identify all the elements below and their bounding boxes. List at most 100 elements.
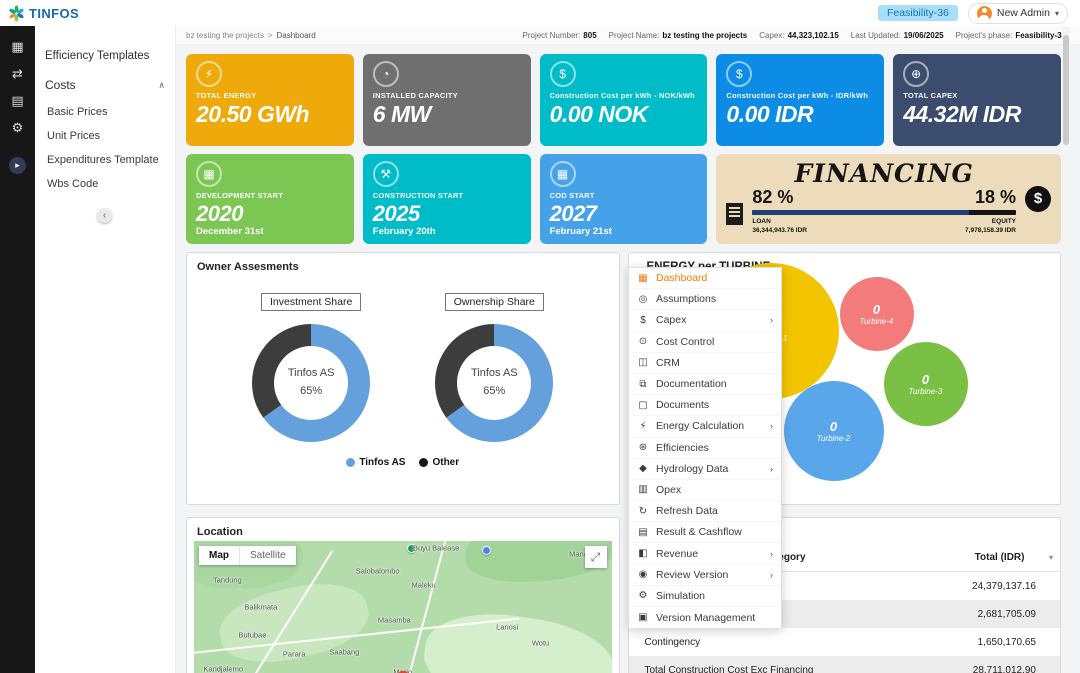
donut-group: Investment Share Tinfos AS 65% <box>252 293 371 442</box>
rail-dashboard-icon[interactable]: ▦ <box>11 39 24 54</box>
kpi-label: COD START <box>549 191 595 200</box>
loan-amount: LOAN 36,344,943.76 IDR <box>752 218 807 234</box>
map-terrain-patch <box>418 603 612 673</box>
kpi-subvalue: December 31st <box>196 226 264 238</box>
total-cell: 28,711,012.90 <box>972 664 1036 673</box>
menu-item[interactable]: ◫ CRM › <box>629 353 781 374</box>
map-place-label: Balikmata <box>244 602 278 612</box>
user-menu[interactable]: New Admin ▾ <box>967 2 1068 24</box>
loan-equity-bar <box>752 210 1016 215</box>
kpi-icon: ⊕ <box>903 61 930 87</box>
map-place-label: Masamba <box>377 615 411 625</box>
map-type-controls: Map Satellite <box>199 546 296 565</box>
rail-settings-icon[interactable]: ⚙ <box>11 120 24 135</box>
kpi-value: 0.00 NOK <box>549 101 649 127</box>
donut-chart: Tinfos AS 65% <box>252 324 371 442</box>
chevron-down-icon: ▾ <box>1054 8 1059 18</box>
rail-transactions-icon[interactable]: ⇄ <box>12 66 23 81</box>
menu-item[interactable]: ⚙ Simulation › <box>629 586 781 607</box>
menu-item[interactable]: ◉ Review Version › <box>629 565 781 586</box>
donut-center-label: Tinfos AS 65% <box>287 367 335 397</box>
brand-home-link[interactable]: TINFOS <box>8 4 80 22</box>
table-row: 24,379,137.16 <box>629 572 1061 601</box>
sidebar-subitem[interactable]: Basic Prices <box>47 106 108 118</box>
kpi-label: INSTALLED CAPACITY <box>372 91 458 100</box>
rail-documents-icon[interactable]: ▤ <box>11 93 24 108</box>
menu-item[interactable]: ⊛ Efficiencies › <box>629 438 781 459</box>
kpi-date-card: ▦ COD START 2027 February 21st <box>539 154 708 244</box>
user-name: New Admin <box>996 7 1050 19</box>
kpi-icon: $ <box>549 61 576 87</box>
dollar-coin-icon: $ <box>1025 185 1051 212</box>
column-menu-icon[interactable]: ▾ <box>1048 553 1053 562</box>
breadcrumb-project[interactable]: bz testing the projects <box>186 30 264 40</box>
project-info-item: Project Name: bz testing the projects <box>608 30 748 40</box>
kpi-icon: ◔ <box>372 61 399 87</box>
phase-badge: Feasibility-36 <box>878 5 958 21</box>
menu-item-icon: $ <box>640 314 646 326</box>
kpi-value: 20.50 GWh <box>196 101 310 127</box>
menu-item[interactable]: ⊙ Cost Control › <box>629 332 781 353</box>
user-avatar-icon <box>976 5 992 21</box>
panel-title: Location <box>197 526 243 538</box>
map-place-label: Lanosi <box>496 622 519 632</box>
map-place-label: Salobalombo <box>355 566 400 576</box>
icon-rail: ▦ ⇄ ▤ ⚙ ▸ <box>0 26 35 673</box>
collapse-sidebar-button[interactable]: ‹ <box>97 208 112 223</box>
cost-table: Category Total (IDR) ▾ <box>628 544 1061 673</box>
financing-card: FINANCING 82 % 18 % LOAN <box>716 154 1061 244</box>
donut-title: Investment Share <box>261 293 362 311</box>
owner-assessments-panel: Owner Assesments Investment Share Tinfos… <box>186 252 620 505</box>
turbine-bubble: 0 Turbine-2 <box>783 381 884 481</box>
sidebar-subitem[interactable]: Wbs Code <box>47 178 99 190</box>
menu-item[interactable]: ▤ Result & Cashflow › <box>629 522 781 544</box>
menu-item-icon: ⚡ <box>639 420 647 432</box>
menu-item[interactable]: ⧉ Documentation › <box>629 374 781 396</box>
project-info: Project Number: 805 Project Name: bz tes… <box>523 31 1067 40</box>
map[interactable]: Map Satellite ⤢ Buyu Balease Mangkoka <box>194 541 612 673</box>
menu-item[interactable]: ▥ Opex › <box>629 480 781 502</box>
menu-item[interactable]: ▣ Version Management › <box>638 611 756 624</box>
column-header-total: Total (IDR) ▾ <box>939 544 1060 572</box>
kpi-subvalue: February 20th <box>372 226 436 238</box>
menu-item[interactable]: ↻ Refresh Data › <box>629 501 781 523</box>
sidebar-subitem[interactable]: Expenditures Template <box>47 154 159 166</box>
kpi-icon: ▦ <box>549 161 576 187</box>
kpi-label: TOTAL ENERGY <box>196 91 257 100</box>
kpi-value: 6 MW <box>372 101 432 127</box>
map-place-label: Kandjalemo <box>203 664 244 673</box>
menu-item[interactable]: ◧ Revenue › <box>629 543 781 565</box>
invoice-icon <box>726 203 744 225</box>
kpi-card: ◔ INSTALLED CAPACITY 6 MW <box>362 54 531 146</box>
loan-percentage: 82 % <box>752 187 794 207</box>
legend-item: Tinfos AS <box>346 457 405 468</box>
kpi-icon: ▦ <box>196 161 222 187</box>
brand-name: TINFOS <box>29 5 80 21</box>
tinfos-logo-icon <box>9 4 24 22</box>
menu-item[interactable]: $ Capex › <box>629 310 781 332</box>
context-menu: ▦ Dashboard › ◎ Assumptions › $ Capex › … <box>628 267 782 630</box>
menu-item[interactable]: ◆ Hydrology Data › <box>629 459 781 480</box>
sidebar-group-costs[interactable]: Costs ∧ <box>35 70 175 100</box>
rail-run-icon[interactable]: ▸ <box>9 157 26 174</box>
menu-item-icon: ◆ <box>639 463 647 475</box>
menu-item-icon: ◎ <box>638 293 648 305</box>
menu-item[interactable]: ▦ Dashboard › <box>629 268 781 290</box>
map-type-button[interactable]: Map <box>199 546 239 565</box>
kpi-value: 2020 <box>196 201 243 226</box>
menu-item[interactable]: ⚡ Energy Calculation › <box>629 416 781 438</box>
map-park-marker <box>406 544 416 554</box>
project-info-item: Capex: 44,323,102.15 <box>759 30 839 40</box>
map-place-label: Maleku <box>411 580 436 590</box>
satellite-type-button[interactable]: Satellite <box>239 546 296 565</box>
scrollbar-thumb[interactable] <box>1063 35 1069 145</box>
total-cell: 1,650,170.65 <box>977 636 1036 648</box>
menu-item[interactable]: ▢ Documents › <box>629 395 781 417</box>
map-place-label: Saabang <box>329 647 360 657</box>
sidebar-item-efficiency-templates[interactable]: Efficiency Templates <box>45 50 150 62</box>
fullscreen-icon[interactable]: ⤢ <box>584 546 607 568</box>
cost-table-panel: Category Total (IDR) ▾ <box>627 517 1061 673</box>
sidebar-subitem[interactable]: Unit Prices <box>47 130 101 142</box>
menu-item[interactable]: ◎ Assumptions › <box>629 289 781 311</box>
total-cell: 2,681,705.09 <box>977 608 1036 620</box>
